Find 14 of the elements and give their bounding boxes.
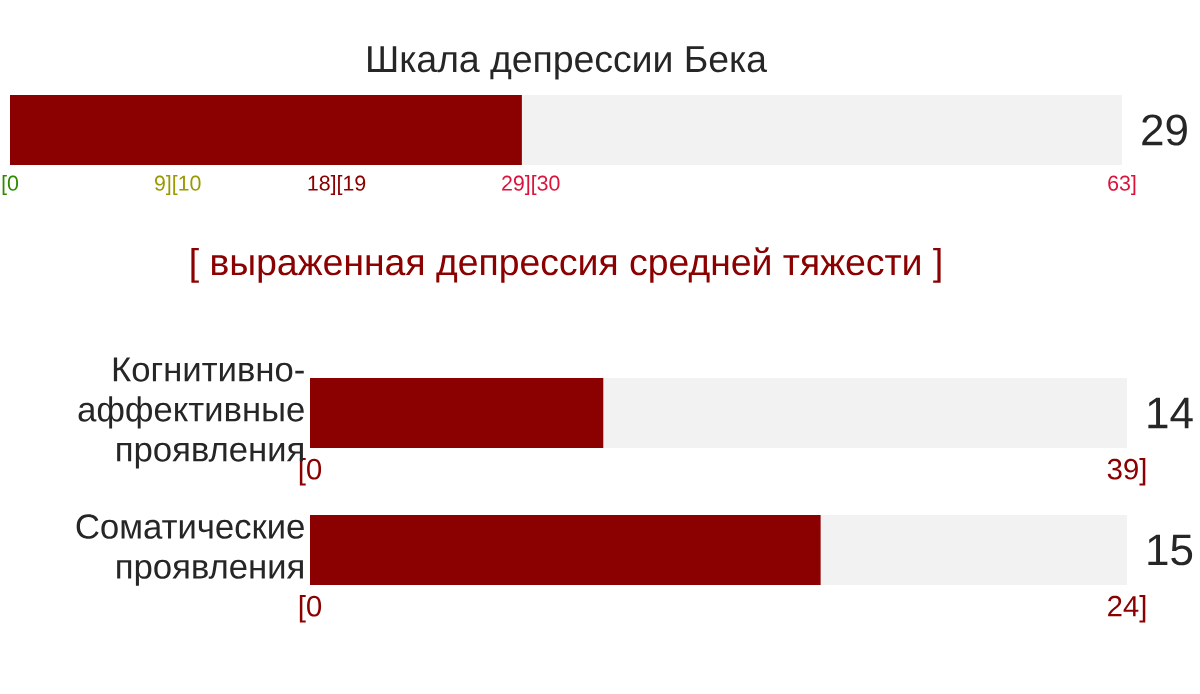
text: 15 — [1148, 534, 1193, 566]
x-tick-label: 29][30 — [502, 175, 560, 195]
text: 14 — [1148, 397, 1193, 429]
x-tick-label: [0 — [299, 595, 322, 623]
x-tick-label: 24] — [1108, 595, 1146, 623]
text: 29 — [1142, 114, 1187, 146]
x-tick-label: [0 — [2, 175, 19, 195]
x-tick-label: 63] — [1108, 175, 1136, 195]
x-tick-label: 18][19 — [308, 175, 366, 195]
chart-title: Шкала депрессии Бека — [368, 46, 767, 80]
x-tick-label: 39] — [1107, 458, 1146, 486]
x-tick-label: 9][10 — [154, 175, 201, 195]
y-tick-label: Соматические проявления — [76, 514, 304, 586]
text: [ выраженная депрессия средней тяжести ] — [191, 247, 941, 283]
